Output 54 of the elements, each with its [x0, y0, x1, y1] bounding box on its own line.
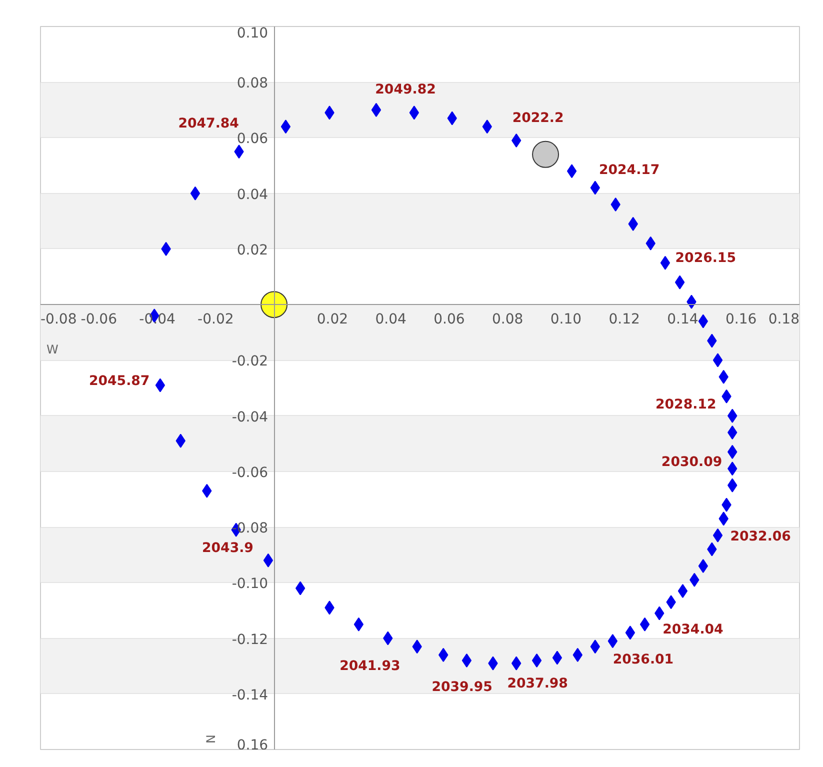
- annotation: 2036.01: [612, 652, 674, 668]
- x-tick-label: 0.10: [550, 312, 582, 328]
- x-tick-label: 0.08: [492, 312, 524, 328]
- annotation: 2045.87: [88, 374, 150, 390]
- y-tick-label: -0.02: [232, 354, 268, 370]
- x-tick-label: -0.08: [40, 312, 77, 328]
- y-tick-label: 0.10: [236, 26, 268, 42]
- y-axis-title: N: [204, 734, 218, 744]
- point: [625, 626, 636, 640]
- x-tick-label: 0.14: [667, 312, 698, 328]
- point: [674, 275, 685, 290]
- point: [354, 617, 364, 632]
- x-tick-label: 0.06: [434, 312, 465, 328]
- point: [678, 584, 688, 598]
- point: [295, 581, 306, 596]
- point: [712, 353, 723, 368]
- annotation: 2049.82: [375, 82, 436, 98]
- x-axis-title: W: [46, 342, 58, 357]
- point: [660, 256, 670, 270]
- x-tick-label: 0.18: [768, 312, 800, 328]
- y-tick-label: 0.02: [236, 242, 268, 258]
- point: [566, 164, 577, 178]
- annotation: 2030.09: [661, 455, 722, 470]
- x-tick-label: -0.04: [139, 312, 176, 328]
- annotation: 2034.04: [662, 622, 724, 638]
- x-tick-label: 0.02: [316, 312, 348, 328]
- y-tick-label: -0.06: [232, 464, 268, 481]
- annotation: 2037.98: [507, 676, 568, 692]
- x-tick-label: -0.02: [198, 312, 234, 328]
- annotation: 2047.84: [178, 116, 239, 132]
- y-tick-label: 0.16: [236, 738, 268, 754]
- annotation: 2032.06: [730, 529, 791, 544]
- x-tick-label: 0.16: [726, 312, 757, 328]
- annotation: 2043.9: [202, 540, 254, 556]
- point: [532, 140, 560, 168]
- point: [640, 617, 650, 632]
- y-tick-label: -0.14: [232, 687, 268, 704]
- y-tick-label: 0.06: [236, 131, 268, 148]
- x-tick-label: 0.12: [608, 312, 640, 328]
- point: [155, 378, 166, 392]
- annotation: 2039.95: [432, 680, 492, 696]
- point: [260, 291, 288, 318]
- x-tick-label: -0.06: [80, 312, 118, 328]
- y-tick-label: 0.04: [236, 186, 268, 203]
- annotation: 2026.15: [675, 251, 736, 266]
- x-tick-label: 0.04: [375, 312, 406, 328]
- annotation: 2028.12: [656, 397, 716, 412]
- y-tick-label: -0.04: [232, 409, 268, 426]
- annotation: 2041.93: [340, 658, 400, 674]
- y-tick-label: -0.10: [232, 576, 268, 592]
- y-tick-label: 0.08: [236, 76, 268, 92]
- annotation: 2022.2: [512, 110, 564, 126]
- y-tick-label: -0.12: [232, 632, 268, 648]
- annotation: 2024.17: [598, 162, 660, 178]
